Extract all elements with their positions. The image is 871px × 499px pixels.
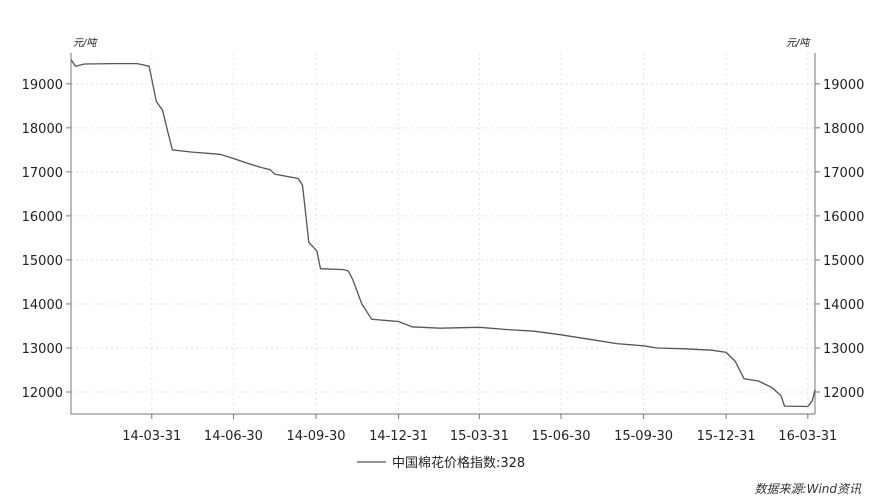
y-unit-right: 元/吨 — [786, 37, 811, 49]
y-ticks-right: 12000 13000 14000 15000 16000 17000 18000 19000 — [815, 78, 864, 401]
series-line-cotton-index-328 — [70, 59, 816, 408]
y-tick-label-right-15000: 15000 — [823, 254, 864, 269]
x-tick-label-14-06-30: 14-06-30 — [204, 429, 263, 444]
source-note: 数据来源:Wind资讯 — [755, 482, 862, 496]
y-tick-label-left-13000: 13000 — [22, 342, 63, 357]
x-tick-label-15-12-31: 15-12-31 — [697, 429, 756, 444]
y-tick-label-left-17000: 17000 — [22, 166, 63, 181]
y-tick-label-right-17000: 17000 — [823, 166, 864, 181]
y-tick-label-left-19000: 19000 — [22, 78, 63, 93]
y-tick-label-left-15000: 15000 — [22, 254, 63, 269]
y-tick-label-left-14000: 14000 — [22, 298, 63, 313]
y-tick-label-left-12000: 12000 — [22, 386, 63, 401]
y-ticks-left: 12000 13000 14000 15000 16000 17000 18000 19000 — [22, 78, 71, 401]
x-tick-label-15-03-31: 15-03-31 — [450, 429, 509, 444]
y-tick-label-right-12000: 12000 — [823, 386, 864, 401]
y-tick-label-left-16000: 16000 — [22, 210, 63, 225]
y-tick-label-left-18000: 18000 — [22, 122, 63, 137]
x-tick-label-15-06-30: 15-06-30 — [532, 429, 591, 444]
legend-label: 中国棉花价格指数:328 — [392, 455, 525, 471]
x-tick-label-14-03-31: 14-03-31 — [122, 429, 181, 444]
x-tick-label-15-09-30: 15-09-30 — [614, 429, 673, 444]
y-tick-label-right-14000: 14000 — [823, 298, 864, 313]
x-tick-label-16-03-31: 16-03-31 — [778, 429, 837, 444]
legend: 中国棉花价格指数:328 — [357, 455, 525, 471]
x-tick-label-14-12-31: 14-12-31 — [369, 429, 428, 444]
y-tick-label-right-18000: 18000 — [823, 122, 864, 137]
grid — [71, 53, 815, 414]
y-tick-label-right-16000: 16000 — [823, 210, 864, 225]
y-tick-label-right-19000: 19000 — [823, 78, 864, 93]
x-ticks: 14-03-31 14-06-30 14-09-30 14-12-31 15-03-31… — [122, 414, 837, 444]
y-unit-left: 元/吨 — [73, 37, 98, 49]
x-tick-label-14-09-30: 14-09-30 — [287, 429, 346, 444]
y-tick-label-right-13000: 13000 — [823, 342, 864, 357]
